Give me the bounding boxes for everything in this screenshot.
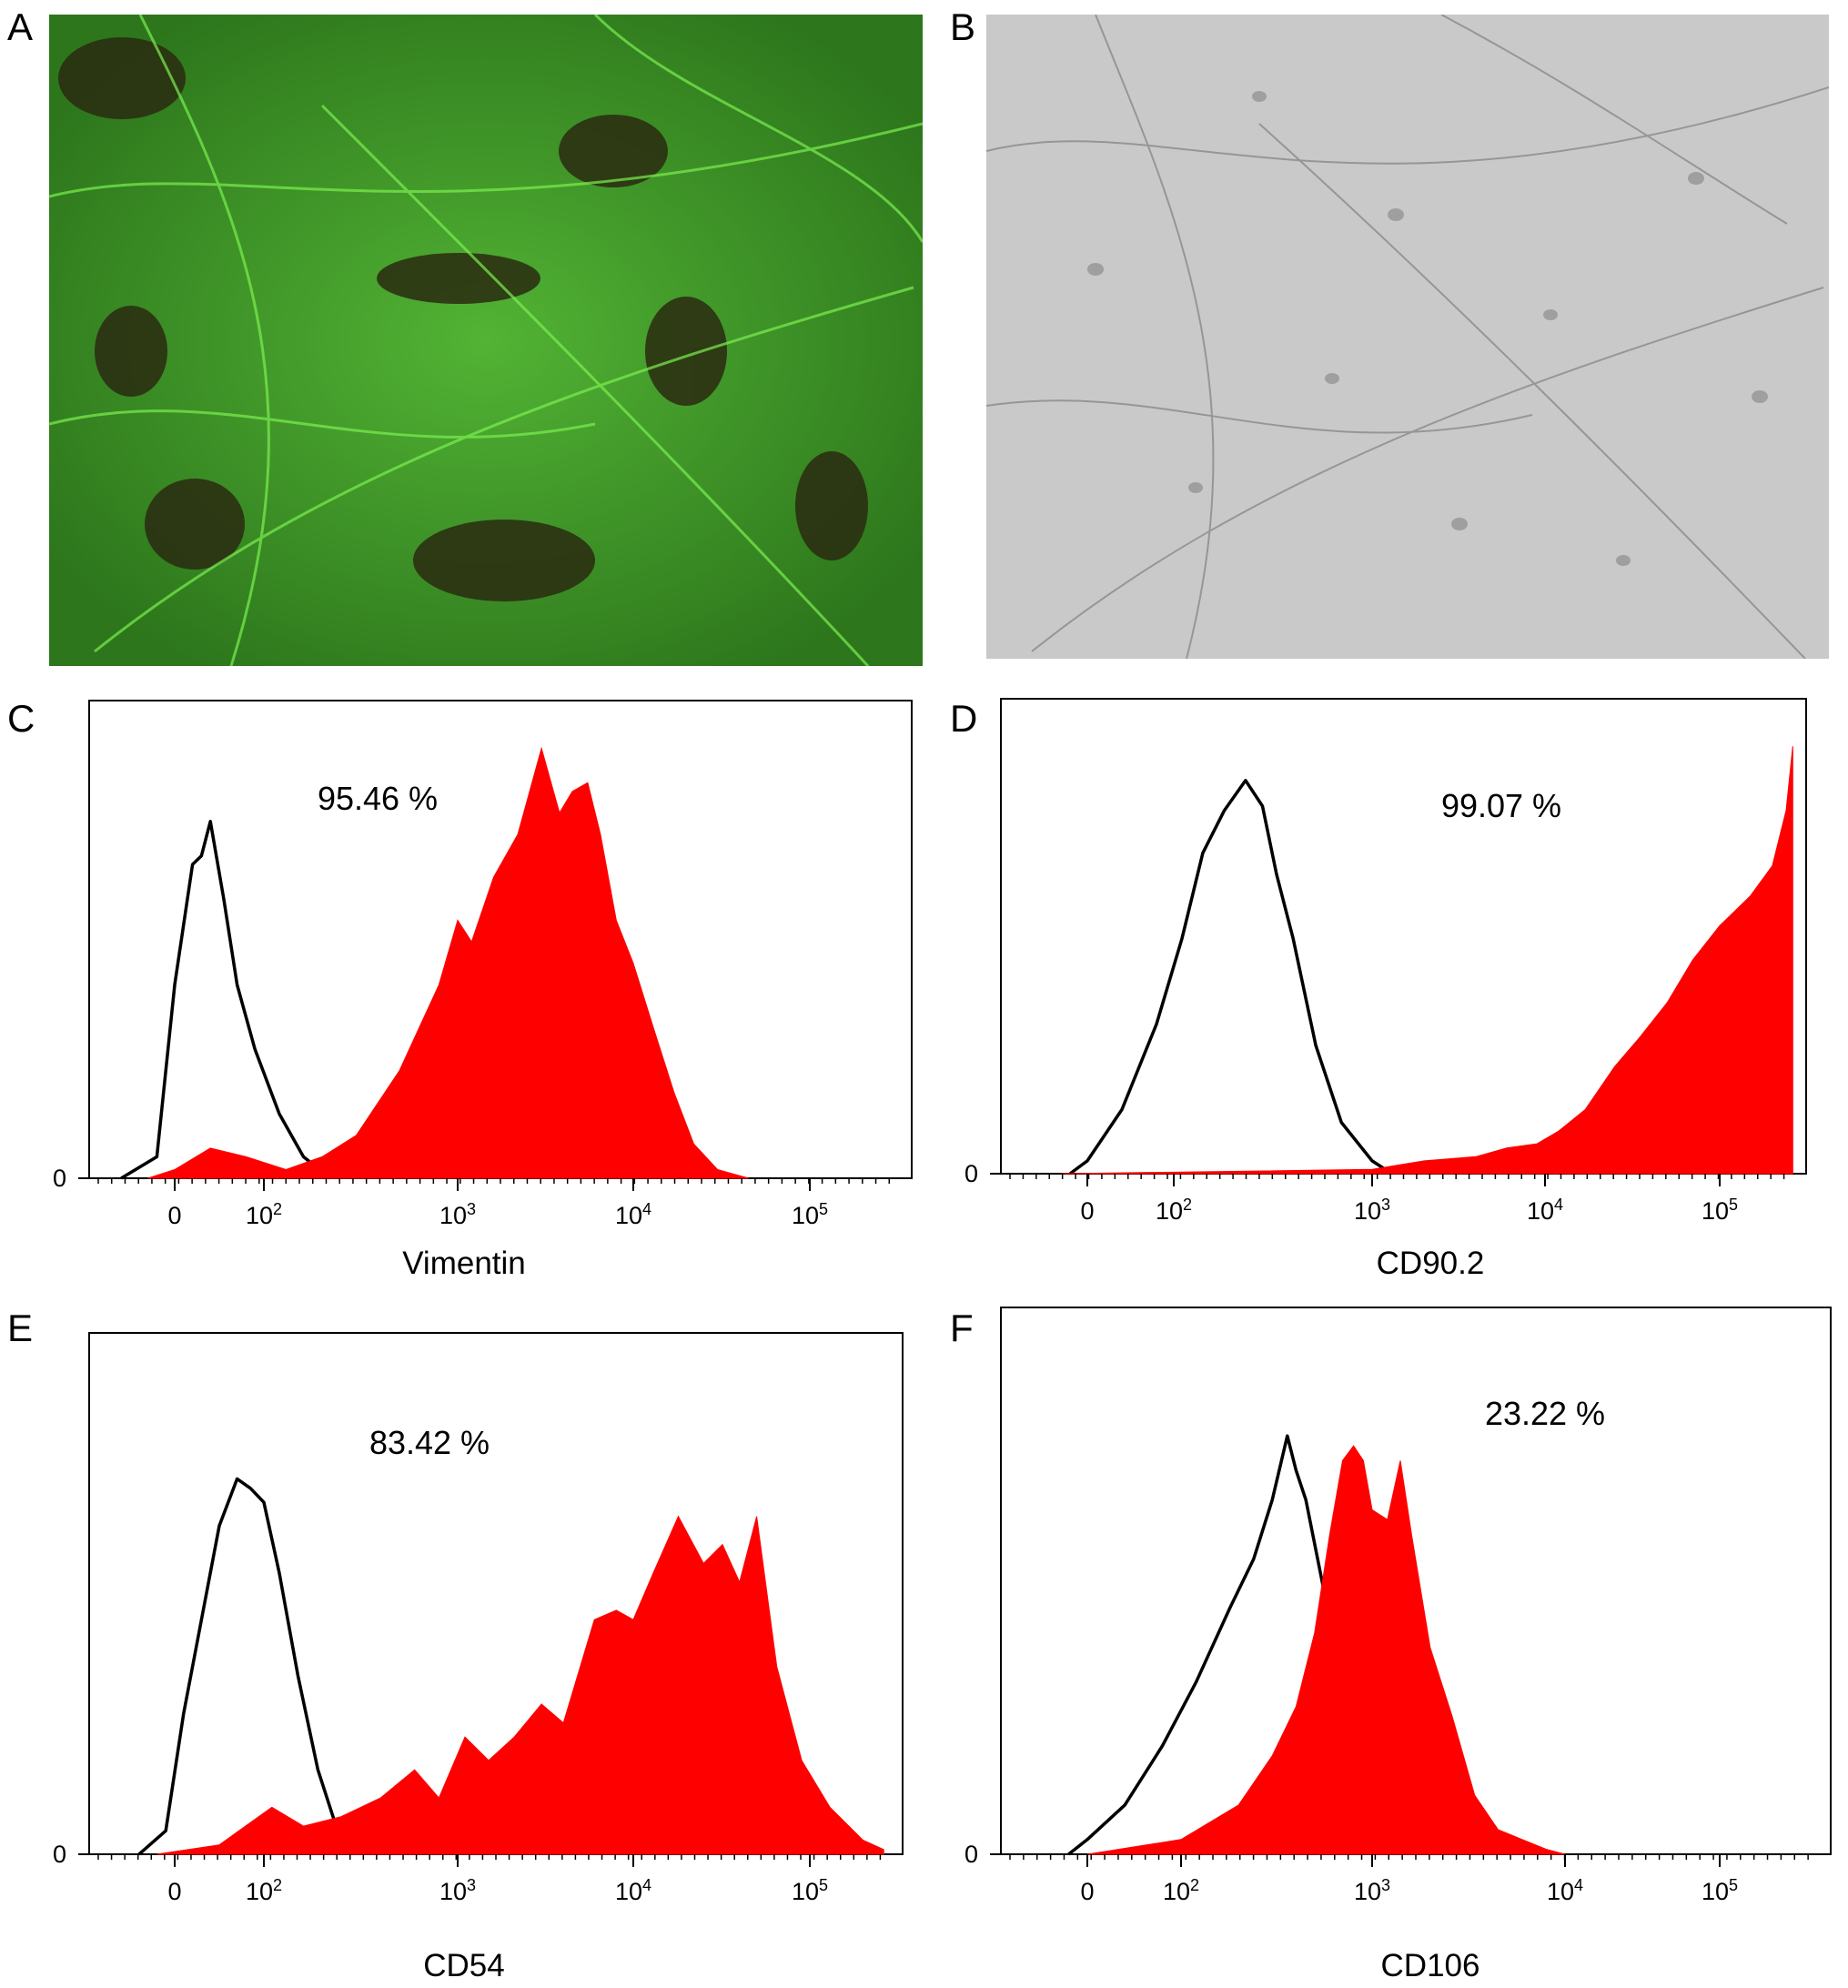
- y-tick-label-e: 0: [53, 1841, 66, 1868]
- y-tick-label-d: 0: [964, 1160, 978, 1187]
- phase-contrast-micrograph: [986, 15, 1829, 659]
- x-tick-label-d-0: 0: [1080, 1197, 1094, 1225]
- x-axis-title-d: CD90.2: [1377, 1246, 1485, 1281]
- stained-histogram-f: [1086, 1445, 1566, 1855]
- x-tick-label-f-2: 103: [1354, 1876, 1390, 1905]
- panel-label-a: A: [7, 5, 34, 48]
- x-tick-label-e-2: 103: [439, 1876, 476, 1905]
- panel-label-d: D: [950, 697, 978, 740]
- x-tick-label-e-1: 102: [246, 1876, 282, 1905]
- x-tick-label-c-4: 105: [792, 1200, 828, 1229]
- fluorescence-image: [49, 15, 923, 666]
- x-tick-label-d-3: 104: [1527, 1196, 1563, 1225]
- x-tick-label-f-3: 104: [1547, 1876, 1583, 1905]
- x-axis-title-e: CD54: [423, 1948, 504, 1983]
- control-histogram-e: [137, 1477, 358, 1856]
- x-tick-label-c-0: 0: [167, 1202, 181, 1229]
- stained-histogram-d: [1061, 746, 1793, 1175]
- x-tick-label-e-0: 0: [167, 1878, 181, 1905]
- x-tick-label-d-1: 102: [1156, 1196, 1192, 1225]
- x-tick-label-c-1: 102: [246, 1200, 282, 1229]
- x-tick-label-e-3: 104: [615, 1876, 651, 1905]
- percent-label-e: 83.42 %: [369, 1424, 490, 1461]
- x-tick-label-c-2: 103: [439, 1200, 476, 1229]
- phase-contrast-image: [986, 15, 1829, 659]
- control-histogram-d: [1068, 779, 1393, 1176]
- fluorescence-micrograph: [49, 15, 923, 666]
- percent-label-f: 23.22 %: [1485, 1395, 1605, 1432]
- y-tick-label-f: 0: [964, 1841, 978, 1868]
- percent-label-d: 99.07 %: [1441, 787, 1561, 824]
- x-tick-label-f-1: 102: [1163, 1876, 1199, 1905]
- stained-histogram-c: [147, 746, 749, 1179]
- panel-label-f: F: [950, 1307, 974, 1349]
- x-tick-label-d-2: 103: [1354, 1196, 1390, 1225]
- panel-label-b: B: [950, 5, 976, 48]
- x-tick-label-f-4: 105: [1702, 1876, 1738, 1905]
- control-histogram-c: [120, 820, 331, 1180]
- x-axis-title-c: Vimentin: [402, 1246, 526, 1281]
- panel-label-e: E: [7, 1307, 34, 1349]
- x-tick-label-c-3: 104: [615, 1200, 651, 1229]
- percent-label-c: 95.46 %: [318, 780, 438, 817]
- y-tick-label-c: 0: [53, 1165, 66, 1192]
- x-tick-label-d-4: 105: [1702, 1196, 1738, 1225]
- stained-histogram-e: [157, 1515, 884, 1855]
- x-axis-title-f: CD106: [1381, 1948, 1480, 1983]
- x-tick-label-e-4: 105: [792, 1876, 828, 1905]
- panel-label-c: C: [7, 697, 35, 740]
- x-tick-label-f-0: 0: [1080, 1878, 1094, 1905]
